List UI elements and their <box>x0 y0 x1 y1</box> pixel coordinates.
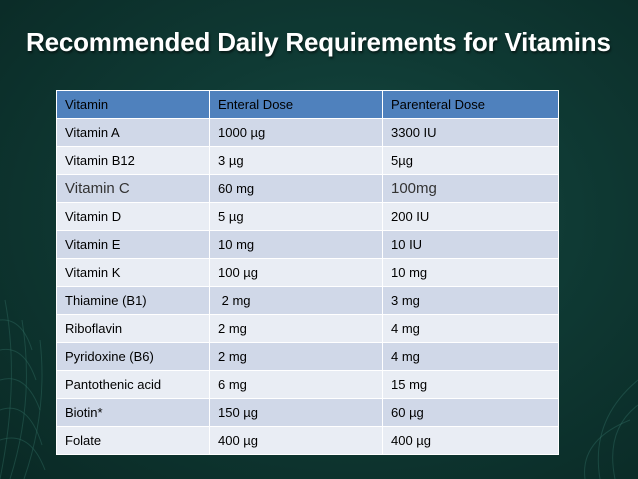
table-cell: Riboflavin <box>56 314 210 343</box>
table-cell: 5 µg <box>209 202 383 231</box>
table-cell: 6 mg <box>209 370 383 399</box>
table-cell: Thiamine (B1) <box>56 286 210 315</box>
table-cell: 150 µg <box>209 398 383 427</box>
table-row: Vitamin D 5 µg 200 IU <box>56 202 559 231</box>
header-cell-enteral-dose: Enteral Dose <box>209 90 383 119</box>
table-cell: 2 mg <box>209 286 383 315</box>
table-row: Thiamine (B1) 2 mg 3 mg <box>56 286 559 315</box>
table-cell: 60 µg <box>382 398 559 427</box>
table-row: Pantothenic acid 6 mg 15 mg <box>56 370 559 399</box>
table-cell: Folate <box>56 426 210 455</box>
table-cell: Biotin* <box>56 398 210 427</box>
table-cell: 3 µg <box>209 146 383 175</box>
header-cell-parenteral-dose: Parenteral Dose <box>382 90 559 119</box>
table-cell: 5µg <box>382 146 559 175</box>
table-cell: Vitamin C <box>56 174 210 203</box>
table-cell: 400 µg <box>382 426 559 455</box>
page-title: Recommended Daily Requirements for Vitam… <box>26 27 611 57</box>
table-cell: 200 IU <box>382 202 559 231</box>
table-header-row: Vitamin Enteral Dose Parenteral Dose <box>56 90 559 119</box>
table-cell: 400 µg <box>209 426 383 455</box>
table-row: Pyridoxine (B6) 2 mg 4 mg <box>56 342 559 371</box>
table-cell: Vitamin K <box>56 258 210 287</box>
table-cell: 3300 IU <box>382 118 559 147</box>
table-cell: 10 IU <box>382 230 559 259</box>
table-cell: 4 mg <box>382 342 559 371</box>
table-cell: 2 mg <box>209 342 383 371</box>
header-cell-vitamin: Vitamin <box>56 90 210 119</box>
table-cell: 100 µg <box>209 258 383 287</box>
table-cell: 4 mg <box>382 314 559 343</box>
table-cell: 2 mg <box>209 314 383 343</box>
table-cell: Pantothenic acid <box>56 370 210 399</box>
table-row: Vitamin C 60 mg 100mg <box>56 174 559 203</box>
table-cell: 60 mg <box>209 174 383 203</box>
table-cell: 15 mg <box>382 370 559 399</box>
table-row: Vitamin B12 3 µg 5µg <box>56 146 559 175</box>
table-cell: 1000 µg <box>209 118 383 147</box>
table-cell: Vitamin A <box>56 118 210 147</box>
table-row: Folate 400 µg 400 µg <box>56 426 559 455</box>
table-row: Vitamin A 1000 µg 3300 IU <box>56 118 559 147</box>
table-cell: 10 mg <box>209 230 383 259</box>
table-cell: 100mg <box>382 174 559 203</box>
table-row: Biotin* 150 µg 60 µg <box>56 398 559 427</box>
table-cell: Vitamin B12 <box>56 146 210 175</box>
table-cell: 3 mg <box>382 286 559 315</box>
table-cell: Vitamin D <box>56 202 210 231</box>
table-cell: Vitamin E <box>56 230 210 259</box>
vitamin-table: Vitamin Enteral Dose Parenteral Dose Vit… <box>56 90 559 455</box>
table-row: Riboflavin 2 mg 4 mg <box>56 314 559 343</box>
table-cell: Pyridoxine (B6) <box>56 342 210 371</box>
table-row: Vitamin E 10 mg 10 IU <box>56 230 559 259</box>
table-cell: 10 mg <box>382 258 559 287</box>
table-row: Vitamin K 100 µg 10 mg <box>56 258 559 287</box>
